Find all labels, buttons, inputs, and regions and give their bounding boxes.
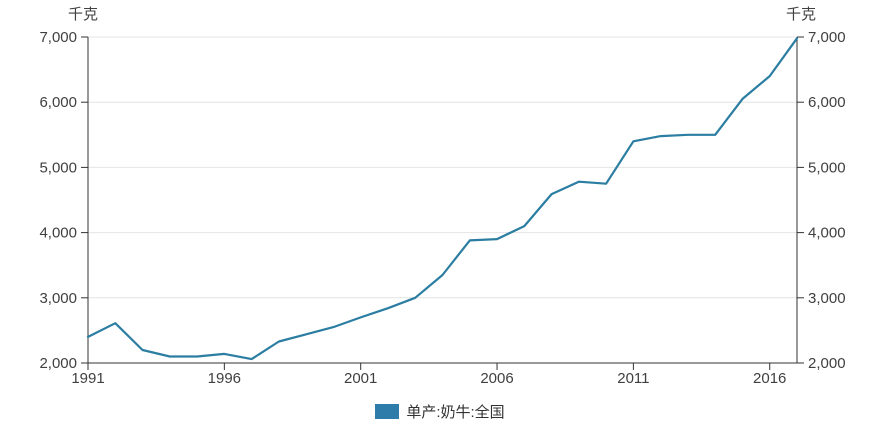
y-tick-label-left: 7,000	[39, 29, 77, 46]
y-tick-label-right: 7,000	[808, 29, 846, 46]
y-tick-label-left: 2,000	[39, 355, 77, 372]
x-tick-label: 2001	[344, 370, 377, 387]
legend-label: 单产:奶牛:全国	[406, 404, 505, 421]
y-tick-label-right: 6,000	[808, 94, 846, 111]
y-tick-label-left: 4,000	[39, 225, 77, 242]
x-tick-label: 2006	[480, 370, 513, 387]
legend[interactable]: 单产:奶牛:全国	[0, 401, 880, 422]
y-tick-label-right: 2,000	[808, 355, 846, 372]
y-tick-label-right: 4,000	[808, 225, 846, 242]
x-tick-label: 1996	[208, 370, 241, 387]
data-line[interactable]	[86, 37, 799, 361]
legend-swatch	[375, 404, 400, 419]
y-tick-label-left: 6,000	[39, 94, 77, 111]
y-tick-label-right: 5,000	[808, 159, 846, 176]
y-axis-unit-right: 千克	[786, 6, 817, 23]
x-tick-label: 2011	[617, 370, 649, 387]
x-tick-label: 1991	[71, 370, 104, 387]
x-tick-label: 2016	[753, 370, 786, 387]
y-tick-label-right: 3,000	[808, 290, 846, 307]
y-tick-label-left: 3,000	[39, 290, 77, 307]
y-axis-unit-left: 千克	[68, 6, 99, 23]
y-tick-label-left: 5,000	[39, 159, 77, 176]
